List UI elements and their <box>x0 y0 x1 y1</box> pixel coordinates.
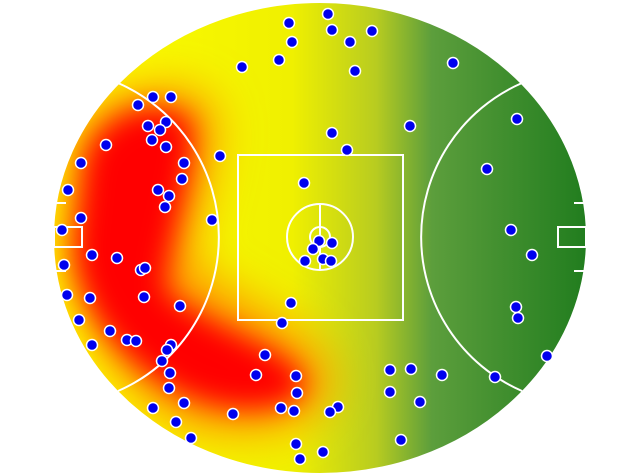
point <box>348 64 362 78</box>
point <box>159 140 173 154</box>
point <box>284 296 298 310</box>
point <box>480 162 494 176</box>
point <box>60 288 74 302</box>
point <box>316 445 330 459</box>
point <box>321 7 335 21</box>
point <box>504 223 518 237</box>
point <box>365 24 379 38</box>
point <box>394 433 408 447</box>
point <box>164 90 178 104</box>
point <box>290 386 304 400</box>
point <box>85 248 99 262</box>
point <box>306 242 320 256</box>
point <box>413 395 427 409</box>
point <box>175 172 189 186</box>
point <box>323 405 337 419</box>
point <box>74 156 88 170</box>
point <box>184 431 198 445</box>
point <box>110 251 124 265</box>
point <box>325 23 339 37</box>
point <box>74 211 88 225</box>
point <box>258 348 272 362</box>
point <box>343 35 357 49</box>
point <box>155 354 169 368</box>
point <box>146 90 160 104</box>
point <box>57 258 71 272</box>
point <box>141 119 155 133</box>
point <box>383 385 397 399</box>
point <box>85 338 99 352</box>
point <box>173 299 187 313</box>
point <box>540 349 554 363</box>
point <box>137 290 151 304</box>
point <box>510 112 524 126</box>
point <box>249 368 263 382</box>
point <box>131 98 145 112</box>
point <box>446 56 460 70</box>
point <box>145 133 159 147</box>
point <box>404 362 418 376</box>
point <box>297 176 311 190</box>
point <box>325 126 339 140</box>
point <box>298 254 312 268</box>
point <box>162 381 176 395</box>
point <box>235 60 249 74</box>
point <box>213 149 227 163</box>
point <box>99 138 113 152</box>
point <box>488 370 502 384</box>
point <box>275 316 289 330</box>
point <box>403 119 417 133</box>
point <box>525 248 539 262</box>
point <box>287 404 301 418</box>
heatmap <box>53 2 587 474</box>
point <box>158 200 172 214</box>
point <box>274 401 288 415</box>
point <box>272 53 286 67</box>
point <box>282 16 296 30</box>
point <box>383 363 397 377</box>
point <box>160 343 174 357</box>
point <box>289 437 303 451</box>
point <box>226 407 240 421</box>
point <box>511 311 525 325</box>
point <box>289 369 303 383</box>
point <box>162 189 176 203</box>
point <box>61 183 75 197</box>
point <box>83 291 97 305</box>
point <box>153 123 167 137</box>
point <box>205 213 219 227</box>
point <box>146 401 160 415</box>
point <box>324 254 338 268</box>
point <box>285 35 299 49</box>
point <box>340 143 354 157</box>
point <box>103 324 117 338</box>
point <box>509 300 523 314</box>
point <box>177 396 191 410</box>
point <box>177 156 191 170</box>
point <box>55 223 69 237</box>
point <box>325 236 339 250</box>
point <box>151 183 165 197</box>
point <box>72 313 86 327</box>
point <box>138 261 152 275</box>
point <box>169 415 183 429</box>
point <box>293 452 307 466</box>
point <box>435 368 449 382</box>
point <box>129 334 143 348</box>
point <box>163 366 177 380</box>
